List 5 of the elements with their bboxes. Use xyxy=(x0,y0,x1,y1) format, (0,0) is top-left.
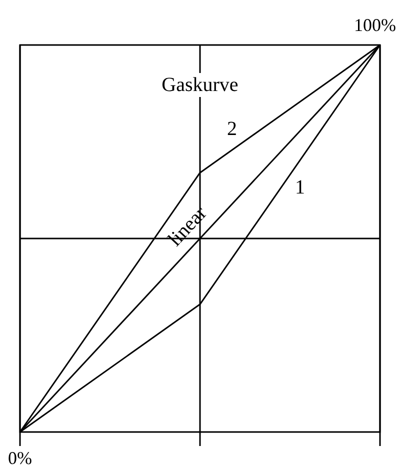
text: Gaskurve xyxy=(162,74,238,96)
series-label: 1 xyxy=(295,176,305,199)
text: 100% xyxy=(354,15,396,35)
text: 0% xyxy=(8,448,32,468)
series-label: 2 xyxy=(227,118,237,140)
